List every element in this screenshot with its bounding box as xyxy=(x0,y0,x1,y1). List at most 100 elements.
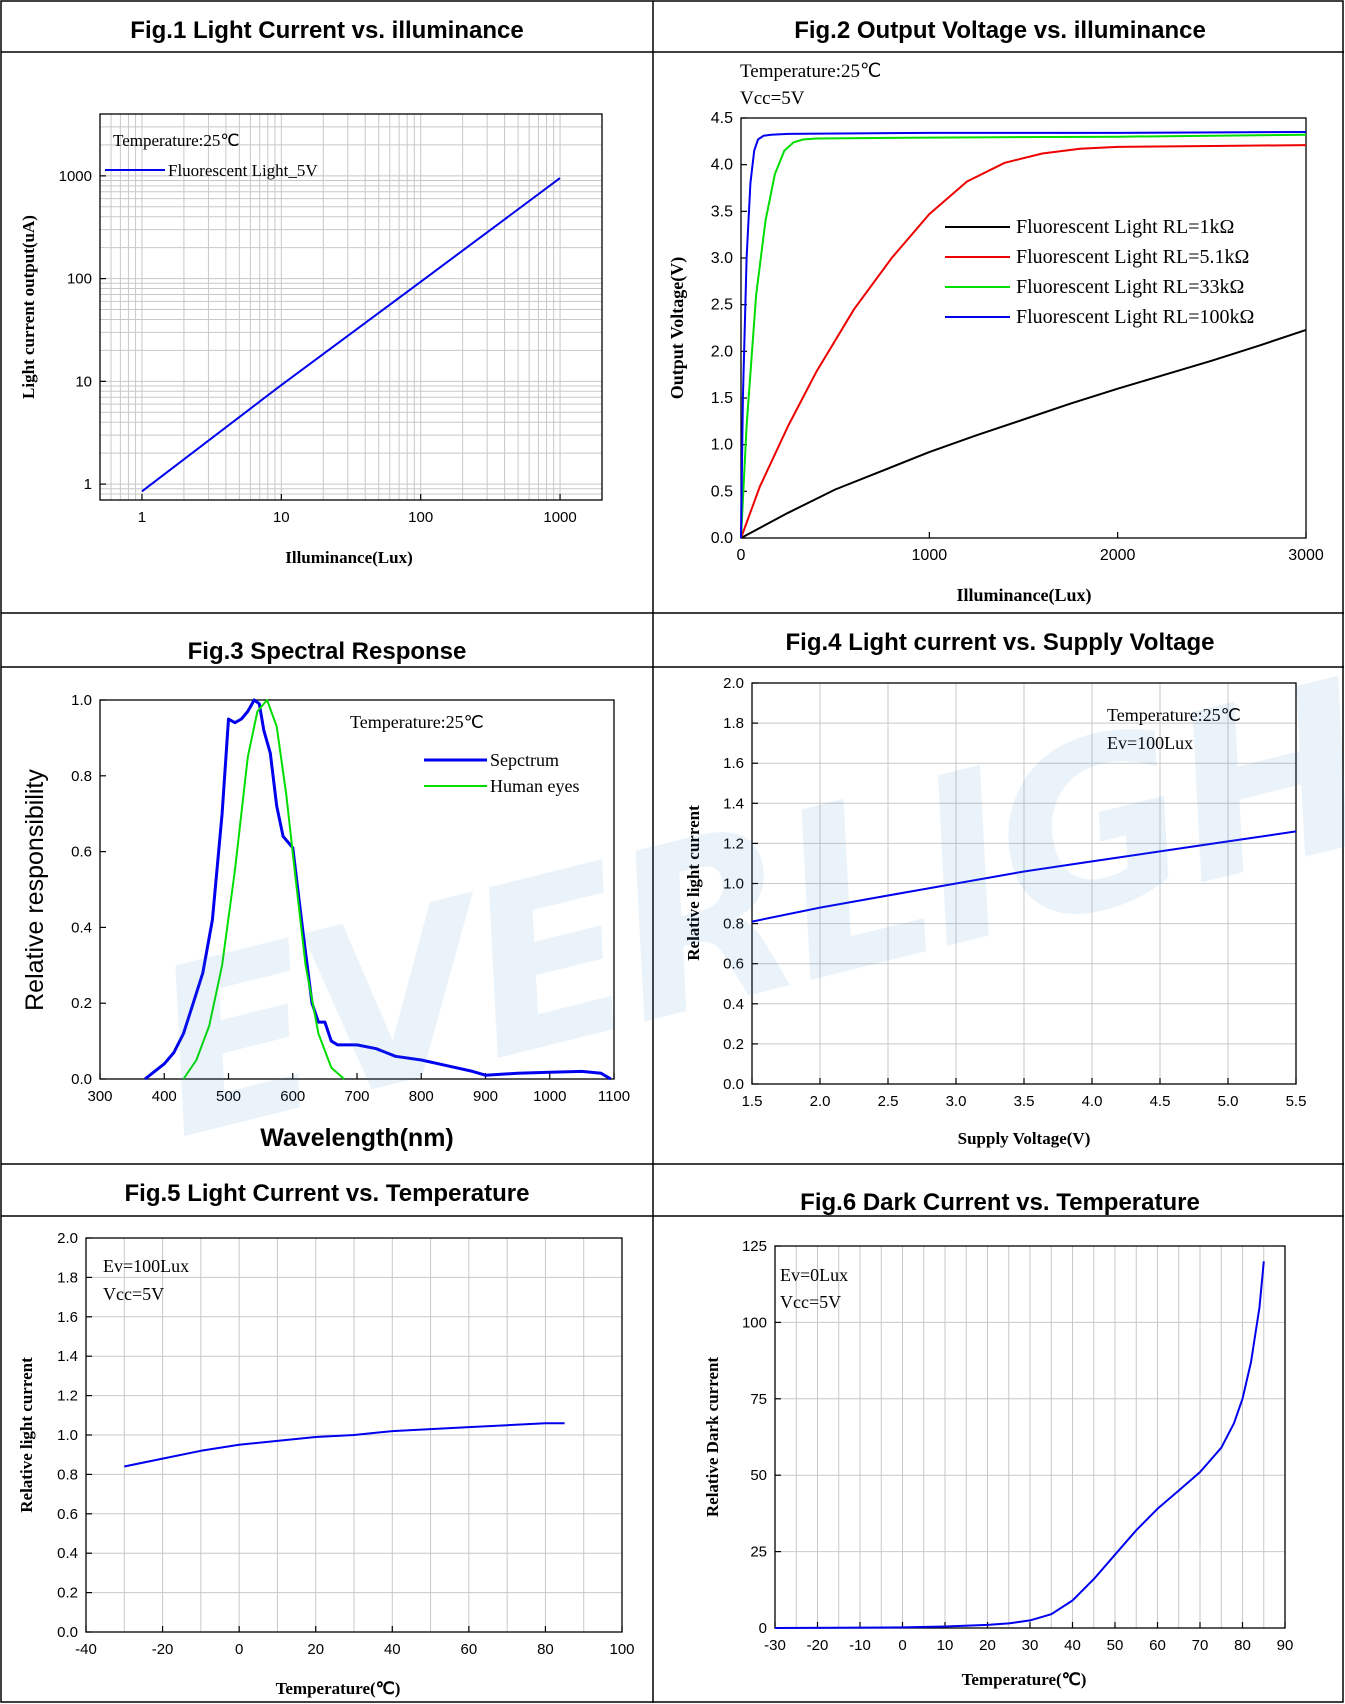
fig5-header: Fig.5 Light Current vs. Temperature xyxy=(125,1180,530,1207)
y-tick-label: 1.0 xyxy=(57,1427,78,1444)
fig4-grid xyxy=(752,683,1296,1084)
annotation: Temperature:25℃ xyxy=(740,61,881,82)
fig6-x-axis-title: Temperature(℃) xyxy=(962,1670,1087,1689)
x-tick-label: 40 xyxy=(1064,1637,1081,1654)
fig2-chart: 0 1000 2000 3000 0.0 0.5 1.0 1.5 2.0 2.5 3.0 3.5 4.0… xyxy=(667,61,1324,606)
y-tick-label: 0.0 xyxy=(723,1076,744,1093)
fig4-x-axis-title: Supply Voltage(V) xyxy=(958,1129,1091,1148)
legend-entry: Human eyes xyxy=(490,776,579,796)
x-tick-label: 3.0 xyxy=(946,1093,967,1110)
fig6-chart: -30 -20 -10 0 10 20 30 40 50 60 70 80 90 0 25 50 75 100 12… xyxy=(703,1238,1293,1689)
x-tick-label: 40 xyxy=(384,1641,401,1658)
annotation: Vcc=5V xyxy=(740,88,805,109)
fig5-grid xyxy=(86,1238,622,1632)
fig3-x-axis-title: Wavelength(nm) xyxy=(260,1124,454,1152)
x-tick-label: 60 xyxy=(1149,1637,1166,1654)
fig1-series-line-0 xyxy=(141,177,561,493)
y-tick-label: 1.0 xyxy=(723,876,744,893)
y-tick-label: 1.6 xyxy=(723,755,744,772)
x-tick-label: 4.0 xyxy=(1082,1093,1103,1110)
y-tick-label: 2.0 xyxy=(57,1230,78,1247)
legend-entry: Fluorescent Light_5V xyxy=(168,161,318,180)
x-tick-label: 0 xyxy=(898,1637,906,1654)
y-tick-label: 1.6 xyxy=(57,1309,78,1326)
legend-entry: Fluorescent Light RL=5.1kΩ xyxy=(1016,246,1249,268)
fig1-y-axis-title: Light current output(uA) xyxy=(19,215,38,399)
x-tick-label: 700 xyxy=(344,1088,369,1105)
y-tick-label: 0.6 xyxy=(723,956,744,973)
y-tick-label: 1.4 xyxy=(723,795,744,812)
x-tick-label: 30 xyxy=(1022,1637,1039,1654)
y-tick-label: 1.0 xyxy=(71,692,92,709)
annotation: Vcc=5V xyxy=(780,1292,841,1312)
fig5-y-axis-title: Relative light current xyxy=(17,1357,36,1513)
legend-entry: Fluorescent Light RL=100kΩ xyxy=(1016,306,1254,328)
x-tick-label: 400 xyxy=(152,1088,177,1105)
fig1-grid xyxy=(100,114,602,501)
fig4-header: Fig.4 Light current vs. Supply Voltage xyxy=(786,629,1215,656)
y-tick-label: 2.0 xyxy=(723,675,744,692)
y-tick-label: 4.0 xyxy=(711,157,733,174)
fig3-chart: 300 400 500 600 700 800 900 1000 1100 0.0 0.2 0.4 0.… xyxy=(21,692,630,1152)
fig2-series-line-1 xyxy=(740,144,1307,539)
fig5-x-axis-title: Temperature(℃) xyxy=(276,1679,401,1698)
fig2-header: Fig.2 Output Voltage vs. illuminance xyxy=(794,17,1206,44)
y-tick-label: 0.2 xyxy=(57,1585,78,1602)
y-tick-label: 0.6 xyxy=(71,844,92,861)
y-tick-label: 0.0 xyxy=(711,530,733,547)
x-tick-label: 900 xyxy=(473,1088,498,1105)
y-tick-label: 0.0 xyxy=(71,1071,92,1088)
x-tick-label: 3.5 xyxy=(1014,1093,1035,1110)
y-tick-label: 0.2 xyxy=(723,1036,744,1053)
fig6-grid xyxy=(775,1246,1285,1628)
fig1-plot-frame xyxy=(99,113,603,501)
x-tick-label: 600 xyxy=(280,1088,305,1105)
x-tick-label: 1100 xyxy=(598,1088,630,1105)
y-tick-label: 1.5 xyxy=(711,390,733,407)
y-tick-label: 0.2 xyxy=(71,995,92,1012)
y-tick-label: 0.4 xyxy=(57,1545,78,1562)
fig4-series-line-0 xyxy=(751,830,1297,923)
fig6-y-axis-title: Relative Dark current xyxy=(703,1357,722,1518)
y-tick-label: 1.4 xyxy=(57,1348,78,1365)
fig2-y-axis-title: Output Voltage(V) xyxy=(667,257,688,400)
y-tick-label: 2.5 xyxy=(711,297,733,314)
y-tick-label: 75 xyxy=(750,1391,767,1408)
legend-entry: Fluorescent Light RL=33kΩ xyxy=(1016,276,1244,298)
annotation: Ev=0Lux xyxy=(780,1265,848,1285)
x-tick-label: -40 xyxy=(75,1641,97,1658)
x-tick-label: 3000 xyxy=(1288,547,1324,564)
x-tick-label: 70 xyxy=(1192,1637,1209,1654)
y-tick-label: 1.8 xyxy=(723,715,744,732)
fig4-y-axis-title: Relative light current xyxy=(684,805,703,961)
y-tick-label: 3.0 xyxy=(711,250,733,267)
x-tick-label: 1 xyxy=(138,509,146,526)
y-tick-label: 0.6 xyxy=(57,1506,78,1523)
x-tick-label: 50 xyxy=(1107,1637,1124,1654)
x-tick-label: 100 xyxy=(609,1641,634,1658)
y-tick-label: 0.4 xyxy=(71,919,92,936)
x-tick-label: 2.0 xyxy=(810,1093,831,1110)
y-tick-label: 125 xyxy=(742,1238,767,1255)
y-tick-label: 2.0 xyxy=(711,343,733,360)
y-tick-label: 0.0 xyxy=(57,1624,78,1641)
fig1-x-axis-title: Illuminance(Lux) xyxy=(285,548,413,567)
x-tick-label: 2000 xyxy=(1100,547,1136,564)
x-tick-label: -30 xyxy=(764,1637,786,1654)
fig2-plot-frame xyxy=(740,117,1307,539)
y-tick-label: 0.8 xyxy=(71,768,92,785)
fig5-chart: -40 -20 0 20 40 60 80 100 0.0 0.2 0.4 0.6 0.8 1.0 1.2 1… xyxy=(17,1230,635,1698)
y-tick-label: 4.5 xyxy=(711,110,733,127)
x-tick-label: 80 xyxy=(537,1641,554,1658)
x-tick-label: 10 xyxy=(273,509,290,526)
fig3-series-line-0 xyxy=(144,698,612,1081)
fig3-y-axis-title: Relative responsibility xyxy=(21,769,49,1011)
y-tick-label: 0.8 xyxy=(57,1466,78,1483)
legend-entry: Sepctrum xyxy=(490,750,559,770)
x-tick-label: 80 xyxy=(1234,1637,1251,1654)
y-tick-label: 3.5 xyxy=(711,203,733,220)
x-tick-label: 100 xyxy=(408,509,433,526)
y-tick-label: 1000 xyxy=(59,168,92,185)
